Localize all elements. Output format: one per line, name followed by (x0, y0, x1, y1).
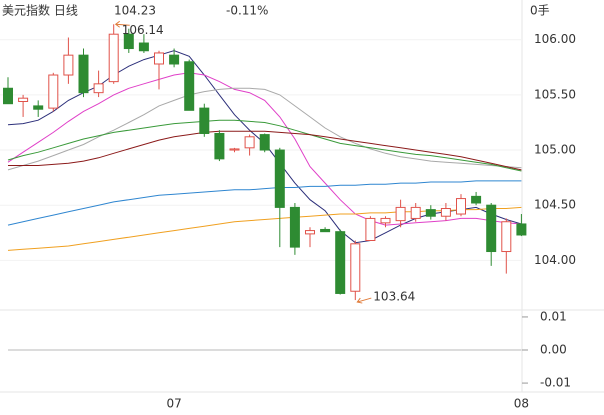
candle-body (516, 223, 527, 236)
candle-body (154, 52, 164, 65)
candle-body (501, 221, 512, 253)
chart-title: 美元指数 日线 (2, 3, 78, 18)
annotation: 103.64 (373, 290, 415, 304)
y-tick-label: 105.50 (534, 87, 576, 101)
candle-body (3, 87, 13, 105)
moving-average (7, 180, 522, 226)
candle-body (33, 105, 44, 110)
x-tick-label: 08 (514, 397, 529, 411)
volume-label: 0手 (530, 4, 550, 18)
y-tick-label: -0.01 (540, 376, 571, 390)
candle-body (138, 42, 149, 52)
candle-body (123, 33, 134, 50)
candle-body (199, 107, 210, 134)
candle-body (305, 230, 315, 235)
candle-body (289, 206, 300, 248)
candle-body (108, 33, 119, 83)
candle-body (350, 243, 361, 292)
candle-body (93, 83, 104, 94)
candle-body (184, 61, 195, 111)
candle-body (425, 209, 436, 217)
last-price: 104.23 (114, 4, 156, 18)
candle-body (486, 204, 497, 253)
candle-body (18, 97, 29, 102)
candle-body (395, 206, 406, 222)
candle-body (214, 132, 225, 160)
y-tick-label: 0.01 (540, 309, 567, 323)
candle-body (78, 54, 89, 94)
candle-body (63, 54, 74, 76)
candle-body (456, 198, 466, 215)
candle-body (259, 134, 270, 151)
annotation-arrow (356, 297, 372, 304)
candle-body (48, 74, 59, 109)
y-tick-label: 104.00 (534, 253, 576, 267)
candle-body (471, 195, 482, 204)
annotation-arrow (114, 20, 130, 28)
candle-body (335, 231, 346, 294)
annotation: 106.14 (122, 23, 164, 37)
candle-body (244, 136, 255, 149)
moving-average (7, 119, 522, 172)
y-tick-label: 104.50 (534, 198, 576, 212)
moving-average (7, 206, 522, 251)
candle-body (229, 148, 240, 151)
candle-body (169, 54, 180, 65)
candle-body (380, 217, 391, 224)
candle-body (365, 217, 376, 241)
candle-body (274, 149, 285, 208)
change: -0.11% (226, 4, 268, 18)
moving-average (8, 130, 522, 171)
y-tick-label: 106.00 (534, 32, 576, 46)
x-tick-label: 07 (166, 397, 181, 411)
y-tick-label: 105.00 (534, 143, 576, 157)
candle-body (410, 206, 421, 219)
moving-average (7, 72, 522, 226)
y-tick-label: 0.00 (540, 343, 567, 357)
candle-body (320, 228, 331, 233)
moving-average (7, 87, 522, 171)
candle-body (440, 208, 451, 217)
